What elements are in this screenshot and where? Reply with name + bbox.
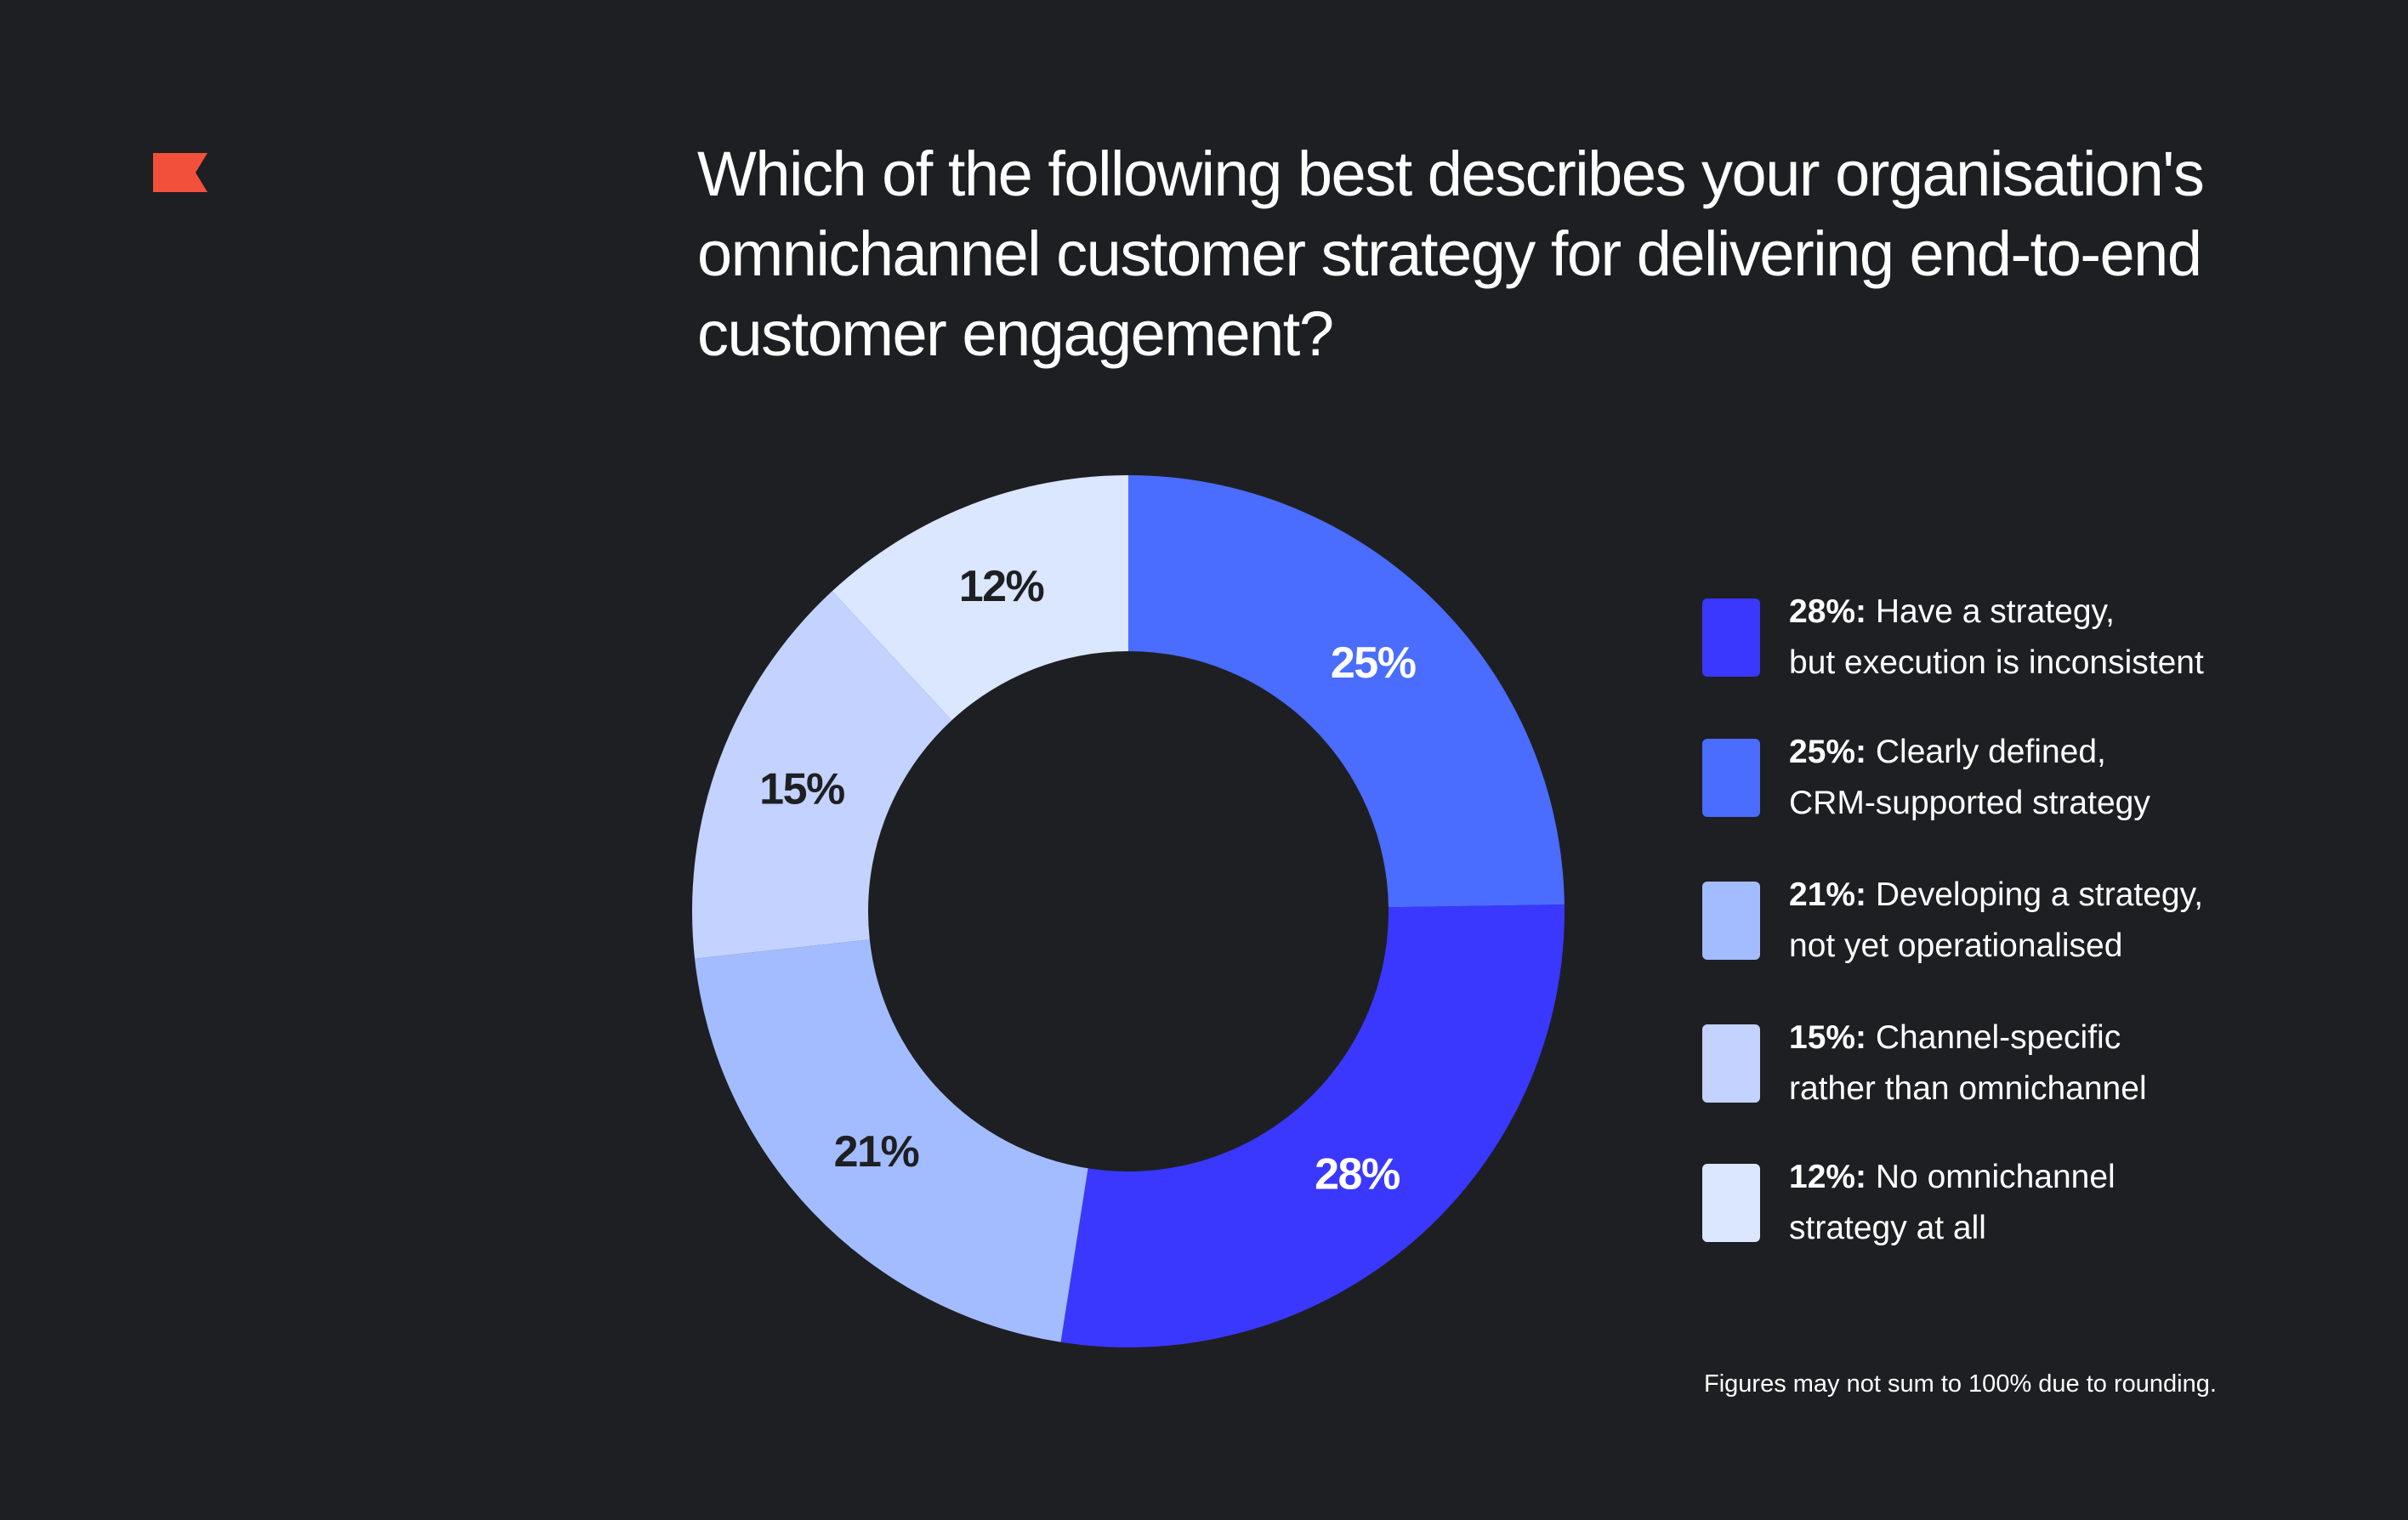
donut-slice-label: 28% <box>1315 1149 1400 1199</box>
legend-label-line2: but execution is inconsistent <box>1789 644 2204 681</box>
donut-slice-labels: 25% 28% 21% 15% 12% <box>759 562 1417 1199</box>
legend-label-line2: rather than omnichannel <box>1789 1070 2147 1107</box>
donut-slice-label: 25% <box>1331 638 1416 688</box>
brand-flag-logo-shape <box>153 153 207 192</box>
donut-slice-label: 15% <box>759 764 844 814</box>
legend-swatch <box>1702 598 1760 677</box>
legend-label-line1: Have a strategy, <box>1875 593 2115 630</box>
legend-label-line1: No omnichannel <box>1875 1159 2116 1195</box>
legend-swatch <box>1702 882 1760 960</box>
legend-label-line2: CRM-supported strategy <box>1789 785 2150 821</box>
legend-value: 12%: <box>1789 1159 1867 1195</box>
legend-text: 28%: Have a strategy, but execution is i… <box>1789 587 2367 689</box>
legend-text: 21%: Developing a strategy, not yet oper… <box>1789 870 2367 972</box>
legend-item: 21%: Developing a strategy, not yet oper… <box>1702 870 2365 972</box>
brand-flag-logo <box>153 153 207 192</box>
chart-title: Which of the following best describes yo… <box>697 139 2205 369</box>
legend-text: 15%: Channel-specific rather than omnich… <box>1789 1012 2367 1114</box>
legend-item: 28%: Have a strategy, but execution is i… <box>1702 587 2365 689</box>
legend-text: 25%: Clearly defined, CRM-supported stra… <box>1789 727 2367 829</box>
donut-slice <box>1060 905 1565 1348</box>
donut-slice <box>1128 475 1565 908</box>
legend-item: 25%: Clearly defined, CRM-supported stra… <box>1702 727 2365 829</box>
legend-label-line1: Clearly defined, <box>1875 734 2106 770</box>
donut-slice-label: 21% <box>834 1127 919 1177</box>
donut-slice <box>692 591 952 959</box>
legend-swatch <box>1702 1024 1760 1103</box>
legend-label-line1: Channel-specific <box>1875 1019 2121 1056</box>
legend-value: 21%: <box>1789 876 1867 913</box>
footnote: Figures may not sum to 100% due to round… <box>1704 1370 2217 1398</box>
donut-slice <box>832 475 1128 721</box>
donut-slice <box>695 939 1088 1342</box>
legend-label-line1: Developing a strategy, <box>1875 876 2204 913</box>
donut-slice-label: 12% <box>959 562 1044 611</box>
legend-swatch <box>1702 739 1760 817</box>
donut-slices <box>692 475 1565 1348</box>
legend-item: 15%: Channel-specific rather than omnich… <box>1702 1012 2365 1114</box>
legend-value: 15%: <box>1789 1019 1867 1056</box>
legend-value: 25%: <box>1789 734 1867 770</box>
legend-value: 28%: <box>1789 593 1867 630</box>
legend-label-line2: strategy at all <box>1789 1210 1986 1246</box>
legend-swatch <box>1702 1164 1760 1242</box>
legend-label-line2: not yet operationalised <box>1789 927 2123 964</box>
legend-text: 12%: No omnichannel strategy at all <box>1789 1152 2367 1254</box>
legend-item: 12%: No omnichannel strategy at all <box>1702 1152 2365 1254</box>
